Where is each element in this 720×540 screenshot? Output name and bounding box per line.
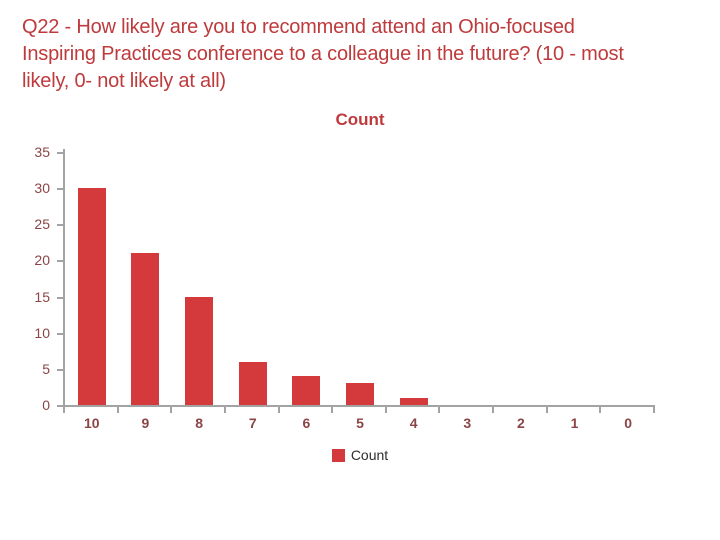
bar-slot [226,152,280,405]
x-axis-tick-label: 7 [248,415,257,431]
x-axis-tick-mark [492,407,495,413]
question-title-line: Q22 - How likely are you to recommend at… [22,16,575,38]
y-axis-tick-label: 10 [34,324,50,341]
x-axis-tick-label: 2 [517,415,525,431]
bar-slot [280,152,334,405]
x-axis-tick-mark [116,407,119,413]
x-axis-tick-mark [545,407,548,413]
y-axis-tick-label: 35 [34,144,50,160]
x-axis-tick-label: 0 [624,415,633,431]
bar-category-7 [238,362,267,405]
x-axis-tick-mark [63,407,65,413]
bar-slot [65,152,119,405]
x-axis-tick-label: 1 [570,415,579,431]
x-axis-tick-label: 6 [302,415,311,431]
bar-slot [601,152,655,405]
y-axis-tick-mark [57,368,63,371]
x-axis-tick-mark [331,407,334,413]
y-axis-line [63,149,65,407]
y-axis-tick-label: 25 [34,216,50,233]
y-axis-labels: 0 5 10 15 20 25 30 35 [18,144,58,413]
x-axis-tick-mark [653,407,655,413]
bar-slot [387,152,441,405]
bar-category-8 [185,297,214,405]
bar-slot [172,152,226,405]
x-axis-tick-mark [384,407,387,413]
bar-slot [119,152,173,405]
x-axis-tick-mark [223,407,226,413]
x-axis-tick-label: 9 [141,415,150,431]
y-axis-tick-label: 5 [42,360,50,377]
plot-area [57,149,655,413]
bar-category-9 [131,253,160,405]
legend-label: Count [350,447,389,463]
bars-container [65,152,655,405]
bar-slot [440,152,494,405]
x-axis-tick-mark [438,407,441,413]
bar-slot [494,152,548,405]
y-axis-tick-mark [57,152,63,154]
bar-slot [548,152,602,405]
x-axis-tick-mark [599,407,602,413]
bar-category-5 [345,383,374,405]
x-axis-labels: 10 9 8 7 6 5 4 3 2 1 0 [65,415,655,431]
y-axis-tick-mark [57,296,63,299]
bar-category-6 [292,376,321,405]
bar-slot [333,152,387,405]
x-axis-tick-label: 8 [195,415,203,431]
y-axis-tick-mark [57,224,63,227]
x-axis-tick-label: 3 [463,415,472,431]
y-axis-tick-mark [57,332,63,335]
chart-legend: Count [65,447,655,463]
x-axis-tick-mark [277,407,280,413]
y-axis-tick-label: 0 [42,397,50,413]
x-axis-line [63,405,655,407]
y-axis-tick-mark [57,405,63,407]
bar-category-4 [399,398,428,405]
x-axis-tick-label: 4 [409,415,418,431]
y-axis-tick-label: 30 [34,180,50,197]
legend-swatch-icon [331,448,345,462]
bar-category-10 [77,188,106,405]
y-axis-tick-mark [57,260,63,263]
y-axis-tick-label: 15 [34,288,50,305]
chart-title: Count [335,110,385,129]
x-axis-tick-mark [170,407,173,413]
y-axis-tick-mark [57,188,63,191]
question-title-line: likely, 0- not likely at all) [22,70,226,92]
x-axis-tick-label: 5 [356,415,364,431]
x-axis-tick-label: 10 [84,415,100,431]
question-title-line: Inspiring Practices conference to a coll… [22,43,624,65]
y-axis-tick-label: 20 [34,252,50,269]
question-title: Q22 - How likely are you to recommend at… [22,14,692,95]
